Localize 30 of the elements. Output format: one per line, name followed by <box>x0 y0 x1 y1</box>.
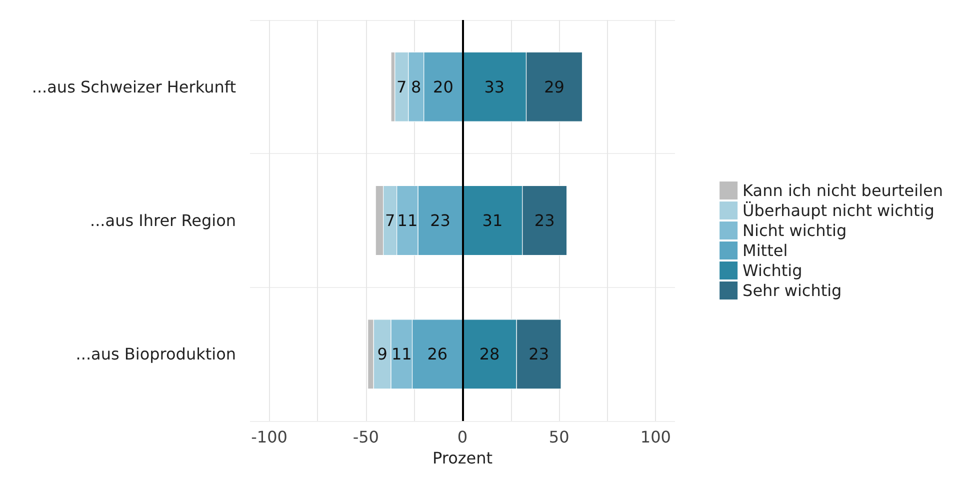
legend-label: Wichtig <box>742 261 802 280</box>
data-label: 26 <box>427 344 448 364</box>
y-tick-label: ...aus Schweizer Herkunft <box>32 77 236 96</box>
data-label: 11 <box>391 344 412 364</box>
x-axis-title: Prozent <box>432 448 493 468</box>
data-label: 31 <box>482 211 503 230</box>
x-tick-label: 100 <box>640 428 671 446</box>
data-label: 23 <box>528 344 549 364</box>
data-label: 7 <box>396 77 407 96</box>
x-tick-label: 50 <box>548 428 570 446</box>
legend-label: Mittel <box>742 241 788 260</box>
data-label: 29 <box>544 77 564 96</box>
data-label: 9 <box>377 344 388 364</box>
x-tick-label: 0 <box>457 428 468 446</box>
data-label: 33 <box>484 77 505 96</box>
data-label: 23 <box>430 211 450 230</box>
data-label: 11 <box>397 211 418 230</box>
legend-label: Kann ich nicht beurteilen <box>742 181 944 200</box>
data-label: 8 <box>411 77 422 96</box>
legend-label: Überhaupt nicht wichtig <box>742 201 934 220</box>
y-tick-label: ...aus Bioproduktion <box>76 344 236 364</box>
x-tick-label: -50 <box>352 428 379 446</box>
data-label: 20 <box>433 77 454 96</box>
x-tick-label: -100 <box>251 428 288 446</box>
legend-label: Sehr wichtig <box>742 281 842 300</box>
y-tick-label: ...aus Ihrer Region <box>90 211 236 230</box>
data-label: 23 <box>534 211 555 230</box>
legend-label: Nicht wichtig <box>742 221 847 240</box>
data-label: 28 <box>479 344 500 364</box>
data-label: 7 <box>384 211 396 230</box>
